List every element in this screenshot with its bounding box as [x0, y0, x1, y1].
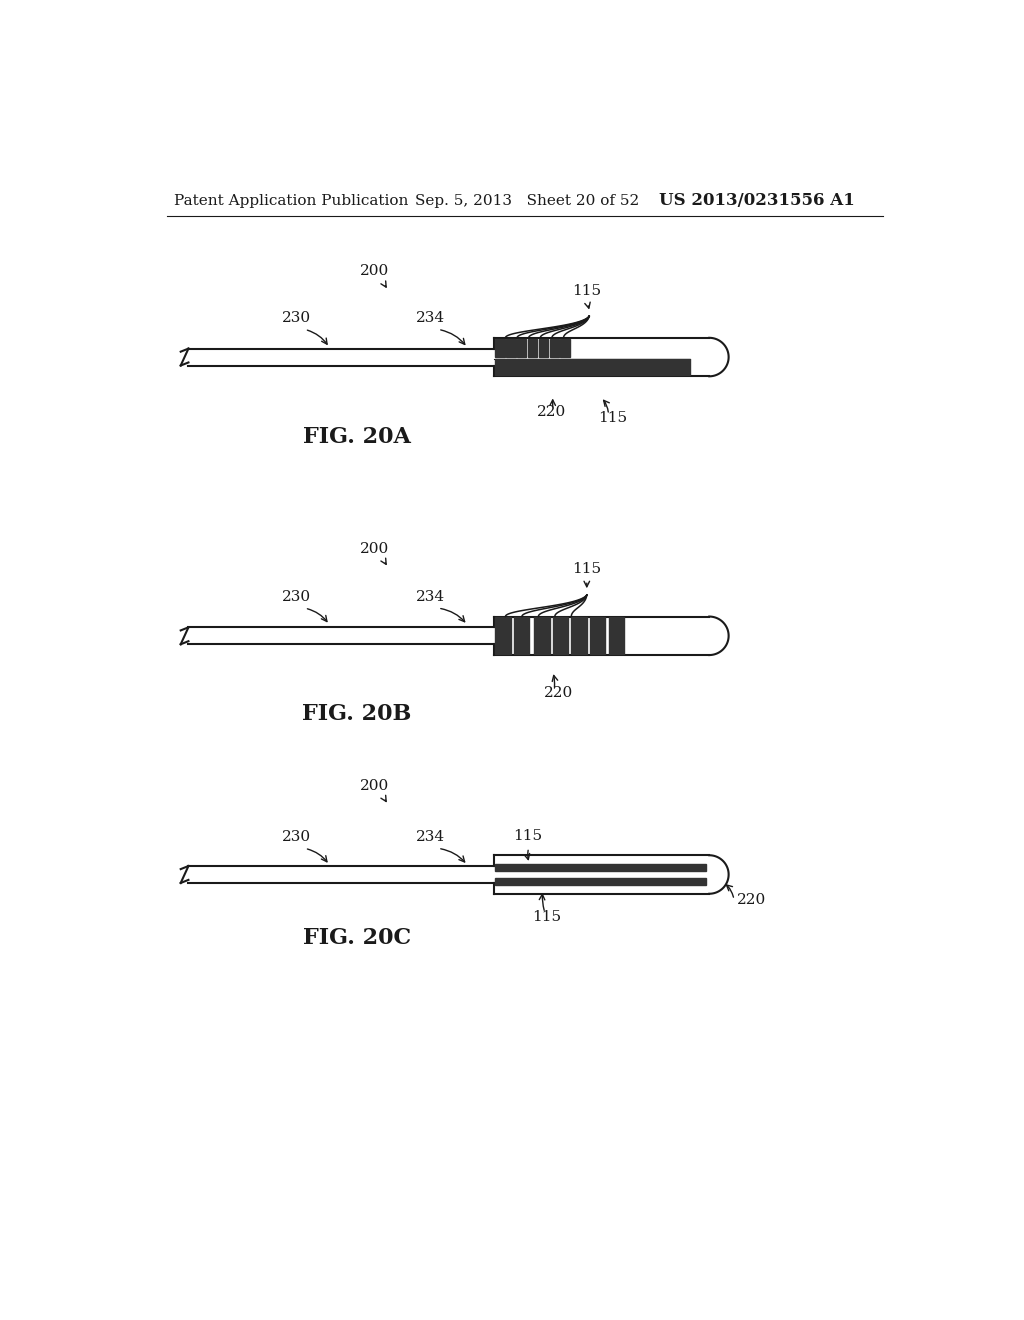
Text: 115: 115	[599, 411, 628, 425]
Bar	[608, 618, 624, 655]
Text: 220: 220	[537, 405, 566, 420]
Bar	[571, 618, 587, 655]
Text: FIG. 20C: FIG. 20C	[302, 927, 411, 949]
Bar	[517, 339, 526, 358]
Bar	[553, 618, 568, 655]
Text: 234: 234	[416, 830, 444, 845]
Text: 230: 230	[283, 830, 311, 845]
Text: 115: 115	[572, 285, 601, 298]
Bar	[496, 618, 511, 655]
Bar	[514, 618, 529, 655]
Bar	[528, 339, 538, 358]
Bar	[550, 339, 559, 358]
Bar	[496, 863, 707, 871]
Text: 230: 230	[283, 590, 311, 605]
Text: US 2013/0231556 A1: US 2013/0231556 A1	[658, 193, 855, 210]
Text: 115: 115	[513, 829, 543, 843]
Text: Sep. 5, 2013   Sheet 20 of 52: Sep. 5, 2013 Sheet 20 of 52	[415, 194, 639, 207]
Text: 200: 200	[359, 779, 389, 793]
Text: 220: 220	[545, 686, 573, 701]
Text: 230: 230	[283, 312, 311, 326]
Bar	[535, 618, 550, 655]
Bar	[506, 339, 515, 358]
Text: 115: 115	[531, 909, 561, 924]
Text: 220: 220	[737, 892, 766, 907]
Bar	[496, 339, 505, 358]
Bar	[539, 339, 548, 358]
Bar	[590, 618, 605, 655]
Bar	[496, 878, 707, 886]
Text: Patent Application Publication: Patent Application Publication	[174, 194, 409, 207]
Text: 200: 200	[359, 264, 389, 279]
Text: FIG. 20A: FIG. 20A	[303, 426, 411, 449]
Text: 234: 234	[416, 590, 444, 605]
Text: FIG. 20B: FIG. 20B	[302, 704, 412, 726]
Text: 115: 115	[572, 562, 601, 576]
Bar	[560, 339, 569, 358]
Bar	[496, 359, 690, 375]
Text: 200: 200	[359, 541, 389, 556]
Text: 234: 234	[416, 312, 444, 326]
